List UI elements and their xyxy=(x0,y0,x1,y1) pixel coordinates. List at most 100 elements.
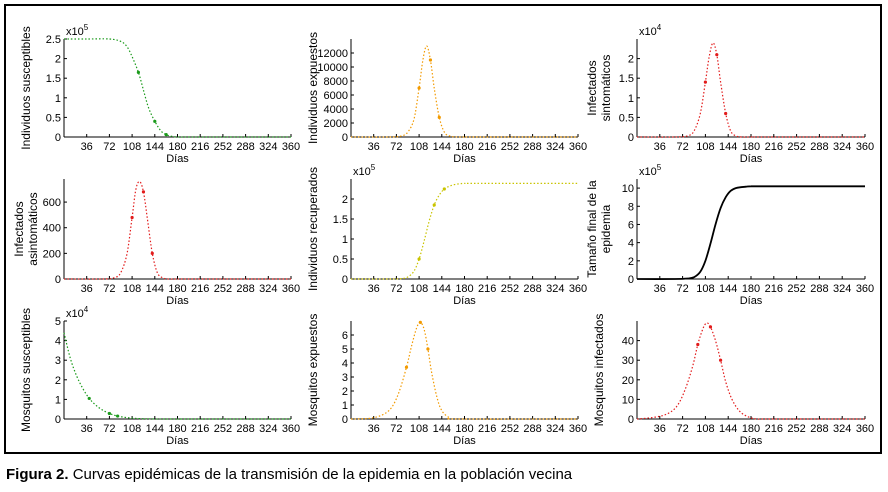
subplot-9: 0 10 20 30 40 36 72 108 144 180 216 252 288 324 360 Día… xyxy=(592,314,874,447)
axis-multiplier: x105 xyxy=(639,163,662,178)
x-tick-label: 144 xyxy=(146,423,164,435)
data-point xyxy=(164,133,168,137)
data-point xyxy=(107,411,111,416)
x-tick-label: 324 xyxy=(833,423,851,435)
y-tick-label: 0 xyxy=(342,414,348,426)
x-axis-label: Días xyxy=(166,153,189,165)
y-tick-label: 4 xyxy=(628,238,634,250)
x-tick-label: 72 xyxy=(103,283,115,295)
x-tick-label: 360 xyxy=(569,283,587,295)
y-axis-label: Mosquitos expuestos xyxy=(306,314,320,427)
x-tick-label: 180 xyxy=(742,283,760,295)
subplot-5: 0 0.5 1 1.5 2 36 72 108 144 180 216 252 288 324 360 Día… xyxy=(306,163,587,307)
data-point xyxy=(442,187,446,191)
x-tick-label: 288 xyxy=(523,141,541,153)
x-axis-label: Días xyxy=(740,153,763,165)
x-tick-label: 252 xyxy=(787,141,805,153)
x-axis-label: Días xyxy=(740,295,763,307)
y-axis-label: Individuos recuperados xyxy=(306,167,320,291)
x-tick-label: 360 xyxy=(569,423,587,435)
x-tick-label: 180 xyxy=(455,423,473,435)
x-tick-label: 180 xyxy=(168,141,186,153)
axis-multiplier: x105 xyxy=(66,23,89,38)
x-tick-label: 108 xyxy=(410,283,428,295)
x-tick-label: 108 xyxy=(696,141,714,153)
y-axis-label: Individuos expuestos xyxy=(306,32,320,144)
y-tick-label: 1 xyxy=(342,400,348,412)
y-axis-label-line: Individuos recuperados xyxy=(306,167,320,291)
y-tick-label: 200 xyxy=(43,248,61,260)
x-tick-label: 288 xyxy=(523,283,541,295)
y-tick-label: 10000 xyxy=(317,62,348,74)
y-tick-label: 10 xyxy=(622,394,634,406)
y-tick-label: 0.5 xyxy=(46,112,61,124)
series-line xyxy=(63,332,291,420)
x-tick-label: 288 xyxy=(236,423,254,435)
y-axis-label: Individuos susceptibles xyxy=(19,26,33,149)
x-tick-label: 36 xyxy=(368,141,380,153)
x-axis-label: Días xyxy=(453,435,476,447)
y-tick-label: 2 xyxy=(628,256,634,268)
x-tick-label: 144 xyxy=(433,141,451,153)
y-tick-label: 2 xyxy=(628,54,634,66)
x-tick-label: 144 xyxy=(433,423,451,435)
y-tick-label: 8000 xyxy=(324,76,348,88)
series-line xyxy=(350,182,578,280)
y-tick-label: 2 xyxy=(55,375,61,387)
x-tick-label: 216 xyxy=(765,423,783,435)
x-tick-label: 324 xyxy=(259,423,277,435)
y-tick-label: 1 xyxy=(628,93,634,105)
x-tick-label: 216 xyxy=(765,141,783,153)
data-point xyxy=(417,257,421,261)
data-point xyxy=(153,119,157,123)
x-tick-label: 180 xyxy=(742,423,760,435)
caption-label: Figura 2. xyxy=(6,466,69,483)
x-tick-label: 216 xyxy=(191,423,209,435)
x-tick-label: 108 xyxy=(410,141,428,153)
x-tick-label: 324 xyxy=(833,283,851,295)
y-axis-label-line: Mosquitos infectados xyxy=(592,314,606,427)
y-tick-label: 3 xyxy=(55,355,61,367)
y-axis-label-line: Mosquitos susceptibles xyxy=(19,308,33,432)
x-tick-label: 36 xyxy=(368,423,380,435)
x-tick-label: 252 xyxy=(501,283,519,295)
y-tick-label: 10 xyxy=(622,183,634,195)
data-point xyxy=(703,80,708,84)
subplot-6: 0 2 4 6 8 10 36 72 108 144 180 216 252 288 324 360 Días T… xyxy=(585,163,874,307)
y-axis-label: Mosquitos susceptibles xyxy=(19,308,33,432)
x-tick-label: 216 xyxy=(478,141,496,153)
caption-text: Curvas epidémicas de la transmisión de l… xyxy=(72,466,573,483)
y-tick-label: 6 xyxy=(628,219,634,231)
data-point xyxy=(428,58,433,62)
axis-multiplier: x105 xyxy=(353,163,376,178)
y-axis-label-line: Tamaño final de la xyxy=(585,180,599,278)
y-tick-label: 4 xyxy=(55,336,61,348)
y-tick-label: 0 xyxy=(55,274,61,286)
x-axis-label: Días xyxy=(740,435,763,447)
y-tick-label: 0 xyxy=(342,274,348,286)
data-point xyxy=(136,70,141,74)
x-tick-label: 36 xyxy=(654,283,666,295)
y-tick-label: 8 xyxy=(628,201,634,213)
series-line xyxy=(64,38,291,138)
x-tick-label: 108 xyxy=(696,283,714,295)
data-point xyxy=(87,396,91,401)
x-tick-label: 360 xyxy=(569,141,587,153)
x-tick-label: 72 xyxy=(103,141,115,153)
data-point xyxy=(417,86,421,90)
x-tick-label: 144 xyxy=(719,141,737,153)
x-tick-label: 216 xyxy=(765,283,783,295)
data-point xyxy=(115,414,120,418)
x-tick-label: 180 xyxy=(455,283,473,295)
x-tick-label: 36 xyxy=(81,141,93,153)
figure-caption: Figura 2. Curvas epidémicas de la transm… xyxy=(6,466,572,483)
y-axis-label-line: epidemia xyxy=(599,204,613,253)
y-axis-label: Tamaño final de laepidemia xyxy=(585,180,613,278)
subplot-2: 0 2000 4000 6000 8000 10000 12000 36 72 108 144 180… xyxy=(306,32,587,165)
y-tick-label: 0 xyxy=(55,414,61,426)
x-tick-label: 144 xyxy=(146,141,164,153)
data-point xyxy=(437,115,441,119)
subplot-3: 0 0.5 1 1.5 2 36 72 108 144 180 216 252 288 324 360 Día… xyxy=(585,23,874,165)
y-tick-label: 2 xyxy=(342,386,348,398)
x-tick-label: 72 xyxy=(390,141,402,153)
